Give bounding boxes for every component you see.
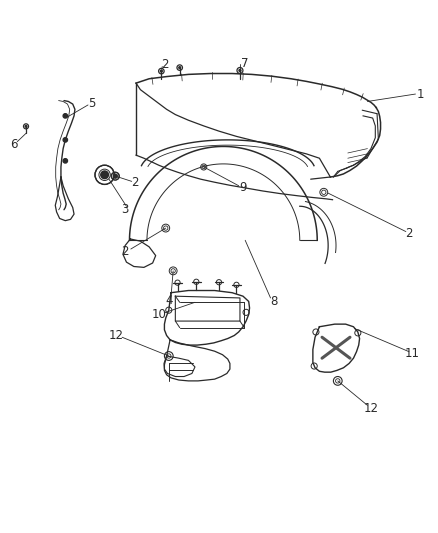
Circle shape: [160, 70, 162, 72]
Text: 2: 2: [131, 176, 139, 189]
Text: 2: 2: [161, 58, 168, 71]
Text: 2: 2: [121, 245, 129, 258]
Circle shape: [25, 125, 27, 127]
Text: 9: 9: [239, 181, 247, 193]
Text: 8: 8: [270, 295, 278, 308]
Text: 3: 3: [121, 203, 129, 216]
Circle shape: [179, 67, 180, 69]
Circle shape: [63, 114, 67, 118]
Text: 4: 4: [165, 294, 173, 307]
Text: 7: 7: [241, 56, 249, 69]
Text: 12: 12: [109, 329, 124, 342]
Text: 1: 1: [417, 87, 424, 101]
Text: 11: 11: [404, 348, 420, 360]
Circle shape: [63, 159, 67, 163]
Text: 12: 12: [364, 402, 378, 415]
Circle shape: [101, 171, 109, 179]
Circle shape: [102, 173, 107, 177]
Circle shape: [63, 138, 67, 142]
Text: 2: 2: [405, 227, 413, 240]
Circle shape: [113, 174, 117, 178]
Text: 6: 6: [10, 138, 18, 151]
Text: 10: 10: [151, 308, 166, 321]
Text: 5: 5: [88, 96, 95, 110]
Circle shape: [239, 69, 241, 71]
